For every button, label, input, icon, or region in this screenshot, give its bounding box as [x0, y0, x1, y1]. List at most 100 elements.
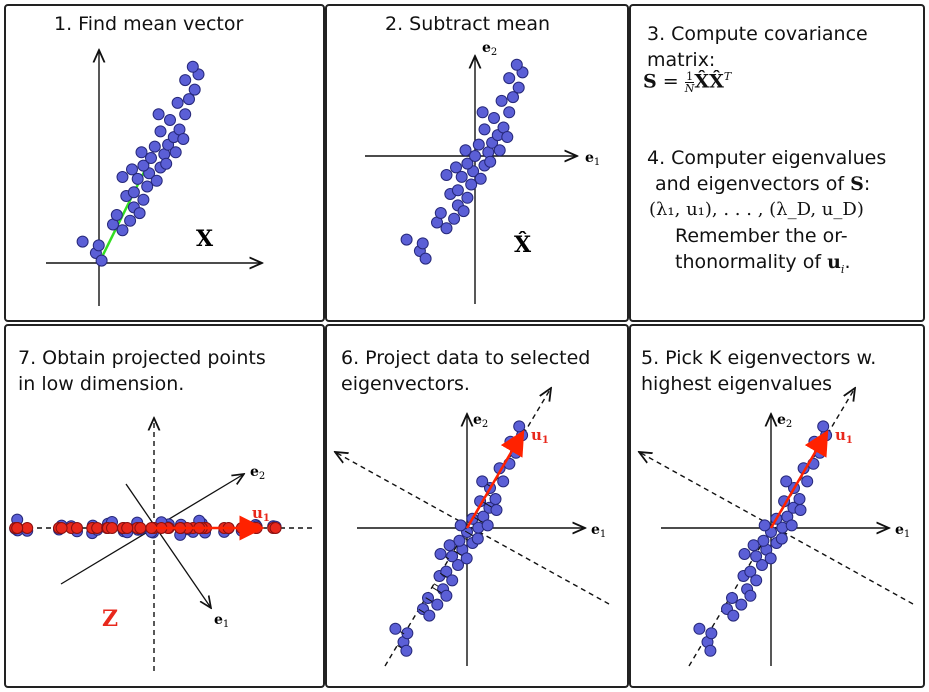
data-point [177, 133, 190, 145]
data-point [461, 191, 474, 204]
projected-point [121, 522, 134, 534]
data-point [727, 609, 740, 622]
data-point [738, 548, 751, 560]
eigenvector-plot: e1 e2 u1 [631, 326, 914, 667]
data-point [141, 180, 154, 193]
data-point [780, 475, 793, 488]
data-point [501, 131, 514, 143]
data-point [793, 493, 806, 505]
panel-covariance-eigen: 3. Compute covariance matrix: S = 1 N X̂… [629, 4, 925, 322]
data-point [503, 106, 516, 119]
data-point [775, 532, 788, 545]
data-point [744, 565, 757, 578]
data-point [164, 114, 176, 126]
data-point [434, 548, 447, 560]
step3-line1: 3. Compute covariance [647, 23, 868, 45]
data-point [705, 627, 718, 640]
data-point [124, 214, 137, 227]
data-point [454, 519, 467, 532]
u1-label: u1 [252, 504, 270, 524]
data-point [137, 159, 150, 172]
data-point [92, 239, 105, 252]
data-point [446, 574, 459, 587]
data-point [726, 592, 738, 604]
data-points [693, 420, 833, 657]
data-point [512, 81, 525, 94]
projected-point [269, 522, 282, 534]
data-points [76, 60, 205, 267]
projected-point [11, 522, 24, 534]
u1-vector [769, 429, 829, 529]
data-point [179, 108, 192, 121]
data-point [488, 112, 500, 124]
u1-label: u1 [531, 426, 549, 446]
data-point [434, 207, 447, 219]
data-point [152, 108, 165, 121]
data-point [478, 123, 491, 136]
data-point [735, 598, 748, 611]
data-point [757, 534, 770, 547]
projected-point [134, 522, 147, 534]
data-point [400, 233, 413, 246]
data-point [131, 172, 144, 185]
data-point [785, 519, 798, 532]
data-point [465, 178, 478, 191]
data-point [116, 224, 129, 237]
principal-direction-2 [639, 452, 914, 605]
e1-label: e1 [895, 522, 910, 540]
data-point [472, 138, 485, 151]
e2-label: e2 [473, 412, 488, 430]
panel-title-line1: 6. Project data to selected [341, 347, 591, 369]
data-point [476, 106, 489, 119]
data-point [171, 96, 184, 109]
e1-label: e1 [585, 150, 600, 168]
u1-label: u1 [835, 426, 853, 446]
step4-line4: Remember the or- [675, 225, 848, 247]
panel-title-line1: 5. Pick K eigenvectors w. [641, 347, 877, 369]
data-point [453, 534, 466, 547]
e2-label: e2 [777, 412, 792, 430]
data-point [744, 589, 757, 602]
step3-line2: matrix: [647, 49, 716, 71]
data-points [389, 420, 529, 657]
data-point [186, 60, 199, 73]
data-point [471, 532, 484, 545]
data-point [490, 504, 503, 516]
data-point [469, 150, 481, 162]
data-point [135, 146, 148, 159]
projection-plot: e1 e2 u1 [327, 326, 610, 667]
data-point [110, 209, 123, 221]
step4-line1: 4. Computer eigenvalues [647, 147, 887, 169]
data-matrix-label: X [196, 226, 214, 252]
projected-point [55, 522, 68, 534]
u1-vector [465, 429, 525, 529]
data-point [495, 94, 508, 107]
data-point [750, 550, 763, 563]
panel-title-line2: eigenvectors. [341, 373, 470, 395]
data-point [179, 74, 192, 87]
data-point [461, 157, 474, 170]
data-points [9, 513, 282, 541]
panel-projected-points: 7. Obtain projected points in low dimens… [4, 324, 325, 688]
data-point [423, 609, 436, 622]
data-point [440, 589, 453, 602]
data-point [443, 539, 456, 552]
projected-point [21, 522, 34, 534]
data-point [76, 235, 89, 248]
panel-title-line2: in low dimension. [18, 373, 185, 395]
data-point [747, 539, 760, 552]
data-point [450, 161, 462, 174]
data-point [452, 559, 464, 571]
data-point [474, 172, 487, 185]
data-point [116, 171, 129, 183]
panel-title-line1: 7. Obtain projected points [18, 347, 266, 369]
data-point [401, 627, 414, 640]
data-point [440, 169, 453, 181]
data-point [507, 91, 519, 104]
data-point [503, 72, 516, 85]
data-point [160, 157, 173, 170]
centered-matrix-label: X̂ [514, 232, 532, 258]
e2-label: e2 [482, 40, 497, 58]
data-point [801, 475, 814, 488]
data-point [431, 598, 444, 611]
